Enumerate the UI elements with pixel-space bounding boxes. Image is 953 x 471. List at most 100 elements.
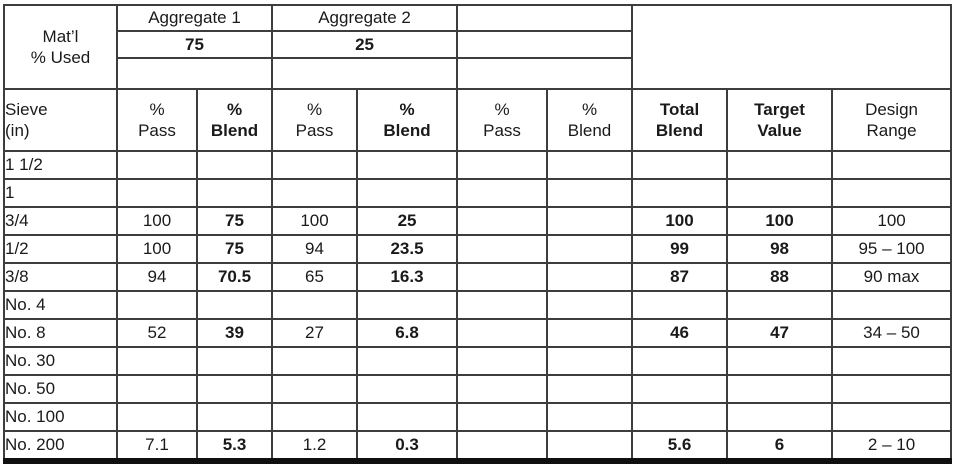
design-range-value: 34 – 50 xyxy=(831,318,953,348)
agg1-blend-value xyxy=(195,374,274,404)
agg2-pass-value: 100 xyxy=(271,206,359,236)
aggregate-name-row: Mat’l % Used Aggregate 1 Aggregate 2 xyxy=(3,4,953,90)
agg3-blend-value xyxy=(546,150,634,180)
total-blend-value xyxy=(631,374,729,404)
total-blend-value xyxy=(631,178,729,208)
sieve-header-line1: Sieve xyxy=(5,100,48,119)
column-header-row: Sieve (in) % Pass % Blend % Pass % Blend… xyxy=(3,88,953,152)
table-row-1: 1 xyxy=(3,178,953,208)
material-used-line1: Mat’l xyxy=(42,27,79,46)
sieve-label: No. 200 xyxy=(3,430,118,462)
agg2-blend-value: 25 xyxy=(356,206,459,236)
sieve-label: 1/2 xyxy=(3,234,118,264)
agg2-pass-value: 27 xyxy=(271,318,359,348)
agg3-pass-value xyxy=(456,262,549,292)
aggregate1-percent-used: 75 xyxy=(115,30,274,59)
agg1-blend-value: 75 xyxy=(195,206,274,236)
agg2-blend-value: 23.5 xyxy=(356,234,459,264)
sieve-label: No. 100 xyxy=(3,402,118,432)
target-value xyxy=(726,402,834,432)
agg2-pass-header: % Pass xyxy=(271,88,359,152)
total-blend-value xyxy=(631,402,729,432)
agg3-pass-value xyxy=(456,290,549,320)
sieve-header-line2: (in) xyxy=(5,121,30,140)
agg1-blend-value xyxy=(195,402,274,432)
table-row-no8: No. 8 52 39 27 6.8 46 47 34 – 50 xyxy=(3,318,953,348)
agg1-blend-value xyxy=(195,150,274,180)
table-row-no100: No. 100 xyxy=(3,402,953,432)
agg3-blend-value xyxy=(546,402,634,432)
agg3-blend-value xyxy=(546,346,634,376)
design-range-value xyxy=(831,346,953,376)
agg2-blend-value: 0.3 xyxy=(356,430,459,462)
target-value: 6 xyxy=(726,430,834,462)
sieve-label: 3/8 xyxy=(3,262,118,292)
agg3-pass-value xyxy=(456,234,549,264)
agg3-pass-value xyxy=(456,430,549,462)
agg2-pass-value: 1.2 xyxy=(271,430,359,462)
agg1-pass-value xyxy=(116,402,198,432)
agg3-blend-value xyxy=(546,234,634,264)
agg3-pass-value xyxy=(456,346,549,376)
agg3-pass-header: % Pass xyxy=(456,88,549,152)
sieve-label: No. 30 xyxy=(3,346,118,376)
table-row-no4: No. 4 xyxy=(3,290,953,320)
target-value: 98 xyxy=(726,234,834,264)
sieve-label: 1 xyxy=(3,178,118,208)
design-range-value xyxy=(831,290,953,320)
agg3-blend-header: % Blend xyxy=(546,88,634,152)
agg1-pass-value xyxy=(116,150,198,180)
agg3-pass-value xyxy=(456,206,549,236)
table-row-3-4: 3/4 100 75 100 25 100 100 100 xyxy=(3,206,953,236)
design-range-header: Design Range xyxy=(831,88,953,152)
agg2-blend-header: % Blend xyxy=(356,88,459,152)
agg2-blend-value xyxy=(356,290,459,320)
agg3-blend-value xyxy=(546,178,634,208)
top-right-empty-cell xyxy=(631,4,953,90)
target-value xyxy=(726,178,834,208)
agg1-pass-value xyxy=(116,178,198,208)
agg1-blend-value xyxy=(195,346,274,376)
agg2-pass-value xyxy=(271,290,359,320)
total-blend-header: Total Blend xyxy=(631,88,729,152)
target-value: 88 xyxy=(726,262,834,292)
design-range-value: 100 xyxy=(831,206,953,236)
aggregate2-label: Aggregate 2 xyxy=(271,4,459,32)
design-range-value xyxy=(831,150,953,180)
table-row-3-8: 3/8 94 70.5 65 16.3 87 88 90 max xyxy=(3,262,953,292)
agg2-pass-value: 65 xyxy=(271,262,359,292)
agg2-pass-value xyxy=(271,178,359,208)
agg2-blend-value xyxy=(356,402,459,432)
agg1-blend-value: 5.3 xyxy=(195,430,274,462)
agg1-pass-header: % Pass xyxy=(116,88,198,152)
agg3-blend-value xyxy=(546,374,634,404)
table-row-1-2: 1/2 100 75 94 23.5 99 98 95 – 100 xyxy=(3,234,953,264)
design-range-value xyxy=(831,178,953,208)
spacer-cell xyxy=(456,57,634,90)
agg3-blend-value xyxy=(546,318,634,348)
agg2-pass-value xyxy=(271,346,359,376)
aggregate-blend-table: Mat’l % Used Aggregate 1 Aggregate 2 75 … xyxy=(3,4,953,464)
agg1-blend-value: 39 xyxy=(195,318,274,348)
agg3-pass-value xyxy=(456,178,549,208)
sieve-column-header: Sieve (in) xyxy=(3,88,118,152)
spacer-cell xyxy=(115,57,274,90)
agg2-blend-value xyxy=(356,178,459,208)
agg2-blend-value xyxy=(356,374,459,404)
table-row-no200: No. 200 7.1 5.3 1.2 0.3 5.6 6 2 – 10 xyxy=(3,430,953,462)
design-range-value: 90 max xyxy=(831,262,953,292)
sieve-label: 3/4 xyxy=(3,206,118,236)
material-used-label: Mat’l % Used xyxy=(3,4,118,90)
agg1-blend-value xyxy=(195,290,274,320)
agg1-pass-value: 7.1 xyxy=(116,430,198,462)
target-value-header: Target Value xyxy=(726,88,834,152)
total-blend-value: 87 xyxy=(631,262,729,292)
total-blend-value: 99 xyxy=(631,234,729,264)
agg3-blend-value xyxy=(546,430,634,462)
sieve-label: 1 1/2 xyxy=(3,150,118,180)
agg2-blend-value: 6.8 xyxy=(356,318,459,348)
design-range-value xyxy=(831,374,953,404)
agg1-blend-header: % Blend xyxy=(195,88,274,152)
total-blend-value: 46 xyxy=(631,318,729,348)
